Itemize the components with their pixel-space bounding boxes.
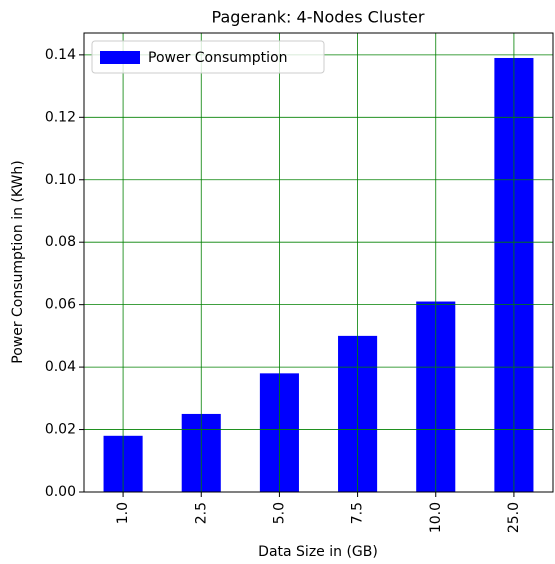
x-tick-label: 25.0 (506, 502, 522, 533)
x-tick-label: 10.0 (428, 502, 444, 533)
legend-box (91, 40, 325, 74)
legend-swatch (100, 51, 140, 64)
y-tick-label: 0.12 (45, 109, 76, 125)
y-axis-label: Power Consumption in (KWh) (10, 160, 26, 364)
y-tick-label: 0.10 (45, 172, 76, 188)
y-tick-label: 0.02 (45, 422, 76, 438)
x-tick-label: 5.0 (271, 502, 287, 524)
plot-frame (83, 32, 554, 493)
x-tick-label: 2.5 (193, 502, 209, 524)
y-tick-label: 0.04 (45, 359, 76, 375)
y-tick-label: 0.06 (45, 297, 76, 313)
legend-label: Power Consumption (148, 50, 288, 66)
x-tick-label: 7.5 (350, 502, 366, 524)
y-tick-label: 0.08 (45, 234, 76, 250)
x-axis-label: Data Size in (GB) (258, 544, 378, 560)
chart-title: Pagerank: 4-Nodes Cluster (212, 8, 425, 27)
x-tick-label: 1.0 (115, 502, 131, 524)
y-tick-label: 0.14 (45, 47, 76, 63)
y-tick-label: 0.00 (45, 484, 76, 500)
